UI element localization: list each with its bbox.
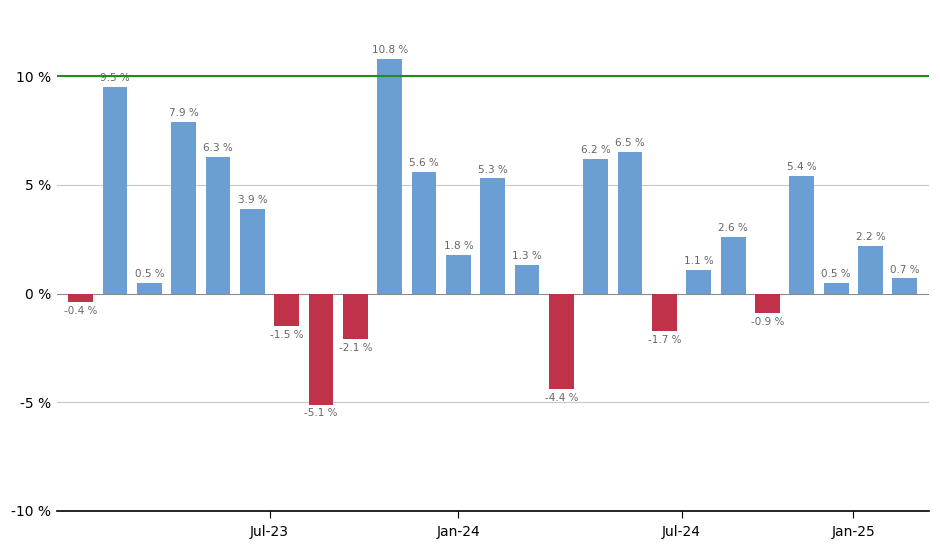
Text: 6.2 %: 6.2 % [581, 145, 611, 155]
Text: 5.4 %: 5.4 % [787, 162, 817, 172]
Text: 6.3 %: 6.3 % [203, 143, 233, 153]
Text: -0.9 %: -0.9 % [751, 317, 784, 327]
Bar [652, 294, 677, 331]
Text: 10.8 %: 10.8 % [371, 45, 408, 55]
Bar [412, 172, 436, 294]
Bar [686, 270, 712, 294]
Bar [858, 246, 883, 294]
Text: -4.4 %: -4.4 % [544, 393, 578, 403]
Text: 5.6 %: 5.6 % [409, 158, 439, 168]
Bar [755, 294, 780, 313]
Text: 6.5 %: 6.5 % [616, 139, 645, 148]
Bar [102, 87, 128, 294]
Bar [137, 283, 162, 294]
Bar [823, 283, 849, 294]
Text: 1.1 %: 1.1 % [684, 256, 713, 266]
Bar [69, 294, 93, 302]
Bar [721, 237, 745, 294]
Bar [892, 278, 917, 294]
Bar [618, 152, 643, 294]
Text: 1.3 %: 1.3 % [512, 251, 542, 261]
Bar [377, 59, 402, 294]
Bar [343, 294, 368, 339]
Bar [584, 159, 608, 294]
Bar [515, 266, 540, 294]
Text: -2.1 %: -2.1 % [338, 343, 372, 353]
Text: 2.2 %: 2.2 % [855, 232, 885, 242]
Text: 0.7 %: 0.7 % [890, 265, 919, 274]
Text: 1.8 %: 1.8 % [444, 240, 474, 251]
Bar [240, 209, 265, 294]
Bar [446, 255, 471, 294]
Text: 7.9 %: 7.9 % [169, 108, 198, 118]
Text: 5.3 %: 5.3 % [478, 164, 508, 174]
Bar [480, 178, 505, 294]
Text: -1.5 %: -1.5 % [270, 330, 304, 340]
Text: -0.4 %: -0.4 % [64, 306, 98, 316]
Bar [549, 294, 573, 389]
Text: -1.7 %: -1.7 % [648, 334, 682, 344]
Text: 3.9 %: 3.9 % [238, 195, 267, 205]
Bar [171, 122, 196, 294]
Bar [274, 294, 299, 326]
Text: 0.5 %: 0.5 % [134, 269, 164, 279]
Bar [790, 177, 814, 294]
Bar [206, 157, 230, 294]
Text: 0.5 %: 0.5 % [822, 269, 851, 279]
Bar [308, 294, 334, 404]
Text: -5.1 %: -5.1 % [305, 409, 337, 419]
Text: 2.6 %: 2.6 % [718, 223, 748, 233]
Text: 9.5 %: 9.5 % [101, 73, 130, 83]
